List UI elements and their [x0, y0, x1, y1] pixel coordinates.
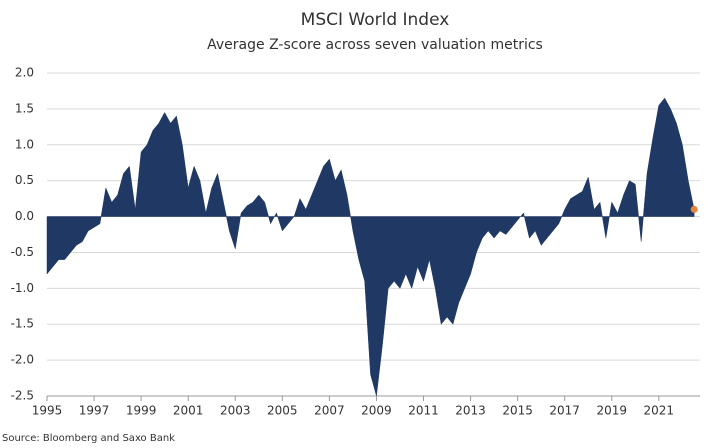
x-tick-label: 1997 [79, 404, 110, 418]
x-tick-label: 1999 [126, 404, 157, 418]
x-tick-label: 2015 [502, 404, 533, 418]
y-tick-label: -2.5 [11, 389, 34, 403]
y-tick-label: 2.0 [15, 66, 34, 80]
source-note: Source: Bloomberg and Saxo Bank [2, 433, 175, 444]
x-tick-label: 2005 [267, 404, 298, 418]
x-tick-label: 2001 [173, 404, 204, 418]
x-tick-label: 2007 [314, 404, 345, 418]
x-tick-label: 2013 [455, 404, 486, 418]
y-tick-label: 1.0 [15, 137, 34, 151]
chart-subtitle: Average Z-score across seven valuation m… [207, 37, 543, 53]
y-tick-label: -2.0 [11, 353, 34, 367]
x-tick-label: 1995 [32, 404, 63, 418]
x-tick-label: 2017 [549, 404, 580, 418]
area [46, 97, 695, 397]
x-tick-label: 2021 [644, 404, 675, 418]
y-tick-label: 0.0 [15, 209, 34, 223]
y-tick-label: 0.5 [15, 173, 34, 187]
y-tick-label: -1.0 [11, 281, 34, 295]
y-tick-label: -0.5 [11, 245, 34, 259]
y-tick-label: -1.5 [11, 317, 34, 331]
x-tick-label: 2019 [596, 404, 627, 418]
last-point [690, 205, 698, 213]
chart-title: MSCI World Index [301, 10, 450, 30]
x-tick-label: 2011 [408, 404, 439, 418]
x-tick-label: 2009 [361, 404, 392, 418]
y-tick-label: 1.5 [15, 101, 34, 115]
x-tick-label: 2003 [220, 404, 251, 418]
